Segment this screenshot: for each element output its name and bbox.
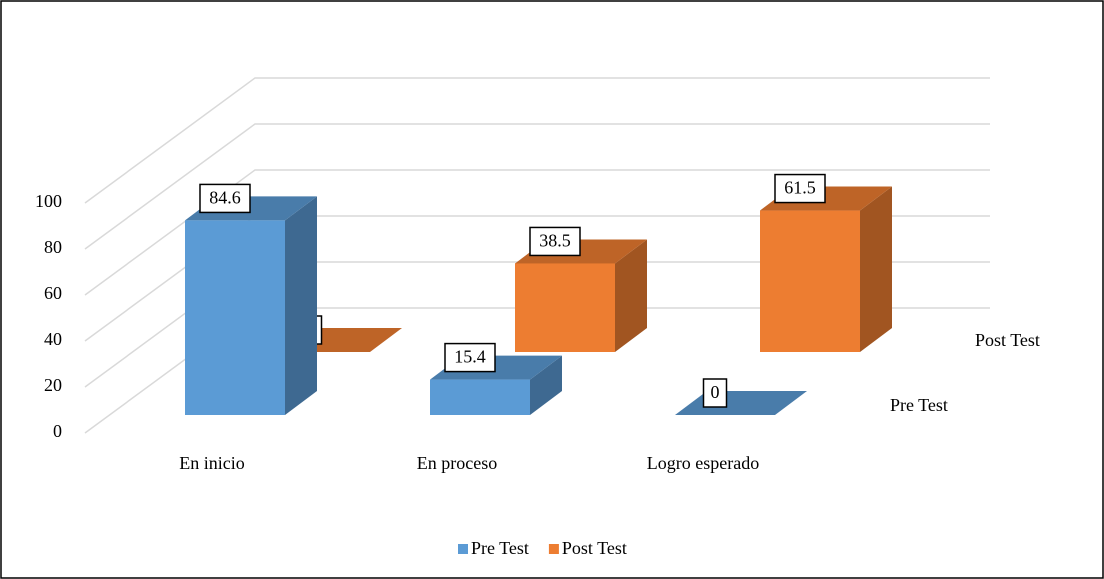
bar [760, 186, 892, 352]
y-tick-label: 60 [44, 283, 62, 303]
grid-line [84, 169, 990, 296]
value-label: 38.5 [539, 231, 571, 251]
bar [185, 196, 317, 415]
bar-front [430, 379, 530, 415]
y-tick-label: 40 [44, 329, 62, 349]
bar-side [285, 196, 317, 415]
legend-label: Pre Test [471, 538, 529, 558]
bar-front [515, 263, 615, 352]
bar-side [615, 239, 647, 352]
bar-front [760, 210, 860, 352]
grid-line [84, 77, 990, 204]
x-tick-label: En inicio [179, 453, 245, 473]
y-tick-label: 80 [44, 237, 62, 257]
value-label: 61.5 [784, 178, 816, 198]
value-label: 15.4 [454, 347, 486, 367]
bar [515, 239, 647, 352]
depth-label: Post Test [975, 330, 1040, 350]
bar-side [860, 186, 892, 352]
y-tick-label: 0 [53, 421, 62, 441]
value-label-box [529, 226, 581, 257]
bar-side [530, 355, 562, 415]
y-tick-label: 100 [35, 191, 62, 211]
value-label: 0 [711, 382, 720, 402]
bar-front [185, 220, 285, 415]
value-label: 84.6 [209, 188, 241, 208]
value-label-box [702, 378, 728, 408]
depth-label: Pre Test [890, 395, 948, 415]
legend-label: Post Test [562, 538, 627, 558]
x-tick-label: Logro esperado [647, 453, 759, 473]
grid-line [84, 123, 990, 250]
value-label-box [774, 173, 826, 204]
legend-swatch [458, 544, 468, 554]
x-tick-label: En proceso [417, 453, 497, 473]
value-label-box [199, 183, 251, 214]
legend-swatch [548, 544, 559, 554]
value-label-box [444, 342, 496, 373]
y-tick-label: 20 [44, 375, 62, 395]
